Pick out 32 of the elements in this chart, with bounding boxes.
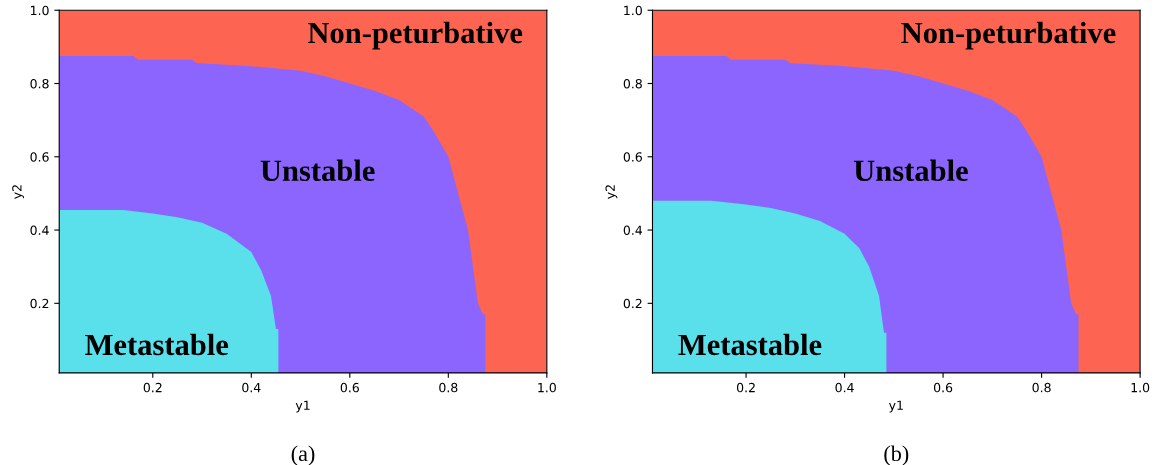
x-tick-label: 1.0: [1131, 382, 1150, 393]
y-tick-label: 0.8: [30, 78, 49, 89]
series-label: Metastable: [85, 333, 229, 356]
series-label: Non-peturbative: [901, 21, 1116, 50]
y-tick-label: 0.4: [623, 225, 643, 235]
series-label: Unstable: [260, 159, 375, 182]
y-tick-label: 0.6: [30, 152, 49, 162]
series-label: Unstable: [853, 159, 968, 182]
y-tick-label: 0.2: [30, 298, 49, 309]
text: (a): [291, 445, 315, 465]
y-tick-label: 1.0: [624, 5, 642, 16]
x-axis-title: y1: [888, 400, 903, 413]
y-axis-title: y2: [12, 185, 25, 199]
x-tick-label: 0.4: [242, 382, 261, 393]
y-tick-label: 0.4: [30, 225, 49, 235]
x-tick-label: 0.8: [439, 382, 458, 393]
y-tick-label: 1.0: [30, 5, 49, 16]
x-tick-label: 0.8: [1032, 382, 1051, 393]
y-tick-label: 0.8: [623, 78, 642, 89]
y-axis-title: y2: [605, 185, 618, 199]
x-tick-label: 0.2: [736, 382, 755, 393]
y-tick-label: 0.6: [623, 152, 642, 162]
x-tick-label: 0.6: [933, 382, 953, 393]
series-label: Non-peturbative: [307, 21, 523, 50]
text: (b): [884, 445, 909, 465]
series-label: Metastable: [678, 333, 822, 356]
x-tick-label: 0.6: [340, 382, 359, 393]
x-tick-label: 0.4: [835, 382, 854, 393]
x-tick-label: 1.0: [538, 382, 556, 393]
x-tick-label: 0.2: [143, 382, 162, 393]
y-tick-label: 0.2: [623, 298, 642, 309]
x-axis-title: y1: [295, 400, 310, 413]
